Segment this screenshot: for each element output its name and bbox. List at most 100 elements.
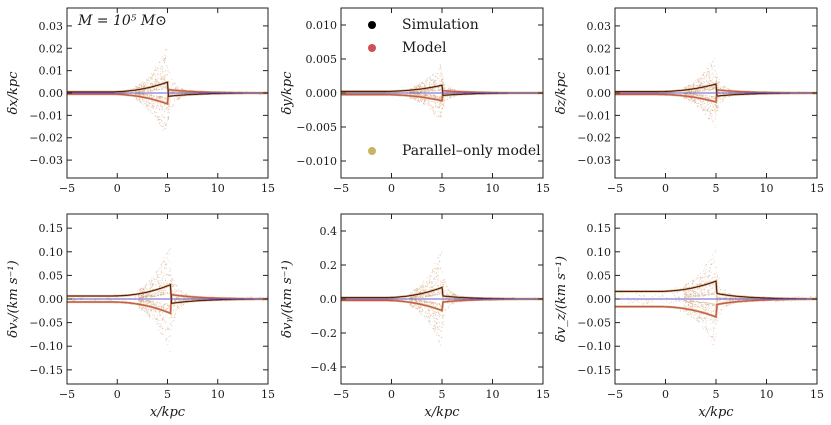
scatter-point	[707, 82, 709, 85]
scatter-point	[159, 88, 161, 91]
scatter-point	[438, 104, 440, 106]
scatter-point	[160, 72, 162, 75]
scatter-point	[690, 99, 692, 101]
scatter-point	[159, 274, 161, 276]
scatter-point	[165, 124, 167, 127]
scatter-point	[703, 77, 705, 79]
scatter-point	[117, 297, 119, 299]
scatter-point	[155, 87, 157, 89]
scatter-point	[432, 316, 434, 318]
scatter-point	[153, 278, 155, 280]
scatter-point	[701, 82, 703, 84]
scatter-point	[693, 84, 695, 86]
scatter-point	[141, 309, 143, 311]
scatter-point	[163, 116, 165, 118]
scatter-point	[151, 317, 153, 320]
scatter-point	[151, 90, 153, 92]
scatter-point	[698, 77, 700, 80]
scatter-point	[159, 60, 161, 63]
scatter-point	[158, 62, 160, 64]
scatter-point	[147, 103, 149, 106]
scatter-point	[138, 84, 140, 86]
scatter-point	[157, 305, 159, 307]
scatter-point	[149, 109, 151, 112]
scatter-point	[431, 105, 433, 108]
scatter-point	[429, 281, 431, 283]
scatter-point	[167, 110, 169, 112]
scatter-point	[150, 102, 152, 104]
y-axis-label: δvₓ/(km s⁻¹)	[6, 260, 21, 337]
scatter-point	[157, 314, 159, 316]
scatter-point	[153, 110, 155, 113]
scatter-point	[715, 103, 718, 105]
scatter-point	[180, 305, 183, 307]
scatter-point	[437, 68, 439, 70]
scatter-point	[431, 83, 433, 85]
scatter-point	[709, 89, 712, 91]
scatter-point	[162, 125, 164, 128]
scatter-point	[154, 310, 156, 312]
scatter-point	[703, 72, 705, 74]
scatter-point	[440, 74, 442, 76]
scatter-point	[263, 300, 265, 302]
scatter-point	[159, 119, 161, 121]
scatter-point	[720, 86, 722, 88]
x-tick-label: 10	[486, 182, 500, 195]
scatter-point	[141, 81, 143, 83]
scatter-point	[432, 88, 434, 90]
scatter-point	[166, 292, 169, 294]
scatter-point	[158, 116, 160, 118]
scatter-point	[176, 305, 178, 307]
scatter-point	[450, 88, 452, 90]
scatter-point	[140, 102, 142, 104]
scatter-point	[427, 105, 429, 107]
scatter-point	[714, 110, 716, 112]
scatter-point	[434, 83, 436, 85]
scatter-point	[169, 106, 171, 109]
scatter-point	[153, 304, 155, 306]
scatter-point	[152, 314, 154, 316]
scatter-point	[136, 98, 138, 101]
scatter-point	[136, 87, 138, 89]
scatter-point	[159, 314, 161, 316]
scatter-point	[239, 90, 241, 92]
scatter-point	[163, 104, 165, 106]
scatter-point	[161, 271, 163, 273]
scatter-point	[153, 303, 156, 305]
scatter-point	[707, 68, 709, 70]
scatter-point	[146, 303, 148, 305]
scatter-point	[426, 295, 428, 297]
plot-area	[341, 64, 543, 118]
scatter-point	[174, 284, 176, 286]
scatter-point	[219, 296, 221, 298]
scatter-point	[146, 85, 148, 87]
scatter-point	[138, 87, 140, 89]
scatter-point	[419, 91, 421, 93]
scatter-point	[151, 107, 153, 109]
scatter-point	[443, 97, 445, 99]
scatter-point	[437, 89, 439, 91]
scatter-point	[434, 72, 436, 74]
scatter-point	[161, 306, 163, 308]
scatter-point	[266, 296, 268, 298]
scatter-point	[163, 288, 165, 290]
scatter-point	[137, 94, 139, 96]
scatter-point	[439, 293, 441, 295]
scatter-point	[148, 300, 150, 302]
scatter-point	[719, 101, 721, 104]
scatter-point	[423, 289, 425, 292]
scatter-point	[133, 88, 135, 90]
scatter-point	[426, 284, 429, 286]
scatter-point	[153, 292, 156, 294]
scatter-point	[714, 124, 716, 126]
scatter-point	[708, 96, 710, 98]
scatter-point	[173, 304, 175, 306]
scatter-point	[225, 300, 227, 302]
scatter-point	[155, 75, 157, 77]
scatter-point	[159, 267, 161, 269]
scatter-point	[144, 95, 146, 97]
scatter-point	[693, 85, 695, 88]
scatter-point	[709, 110, 712, 112]
scatter-point	[437, 256, 439, 258]
scatter-point	[140, 299, 142, 301]
